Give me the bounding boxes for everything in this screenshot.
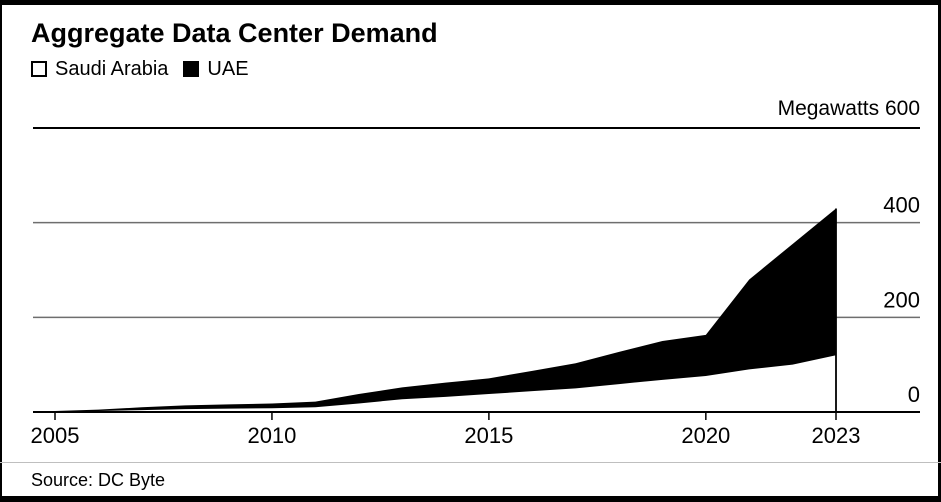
area-saudi-arabia [55,355,836,412]
y-tick-label-400: 400 [883,193,920,218]
source-label: Source: DC Byte [31,470,166,490]
legend-item-saudi-arabia: Saudi Arabia [31,59,168,79]
frame-border-right [938,0,941,502]
y-tick-label-0: 0 [908,382,920,407]
x-tick-label-2015: 2015 [464,423,513,448]
frame-border-bottom [0,496,941,502]
legend-label-saudi-arabia: Saudi Arabia [55,58,169,80]
y-axis-title: Megawatts 600 [777,97,920,120]
frame-border-top [0,0,941,5]
frame-border-left [0,0,2,502]
legend-label-uae: UAE [207,58,249,80]
x-tick-label-2020: 2020 [681,423,730,448]
x-tick-label-2010: 2010 [247,423,296,448]
x-tick-label-2023: 2023 [812,423,861,448]
x-tick-label-2005: 2005 [31,423,80,448]
y-tick-label-200: 200 [883,287,920,312]
uae-swatch-icon [183,61,200,77]
chart-title: Aggregate Data Center Demand [31,18,438,48]
saudi-arabia-swatch-icon [31,61,47,77]
legend-item-uae: UAE [183,58,249,80]
footer-divider [0,462,941,463]
legend: Saudi Arabia UAE [31,59,249,79]
area-uae [55,208,836,412]
